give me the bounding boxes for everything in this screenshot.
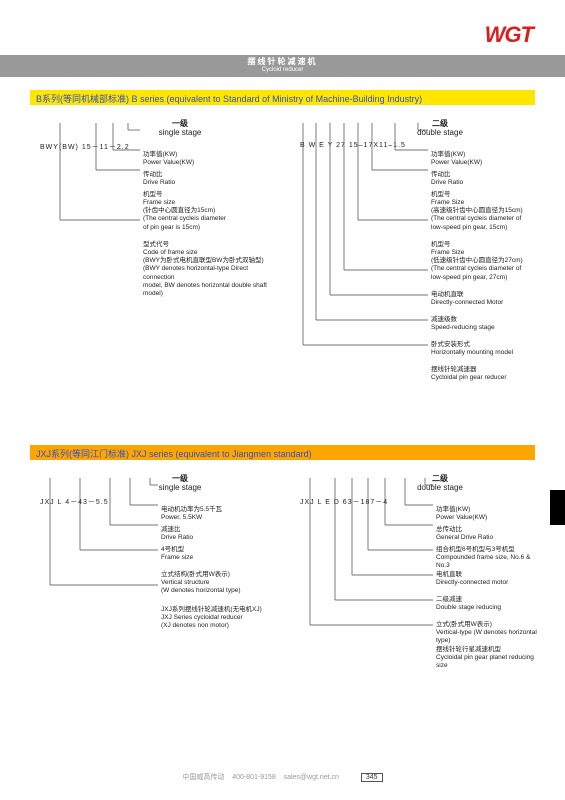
desc: 总传动比General Drive Ratio xyxy=(436,526,493,542)
desc: 卧式安装形式Horizontally mounting model xyxy=(431,341,513,357)
desc: 摆线针轮行星减速机型Cycloidal pin gear planet redu… xyxy=(436,646,540,670)
section-b: B系列(等同机械部标准) B series (equivalent to Sta… xyxy=(30,90,535,105)
desc: 摆线针轮减速器Cycloidal pin gear reducer xyxy=(431,366,507,382)
desc: 减速比Drive Ratio xyxy=(161,526,193,542)
footer-phone: 400-801-9158 xyxy=(232,774,276,781)
desc: 传动比Drive Ratio xyxy=(431,171,463,187)
desc: 型式代号Code of frame size(BWY为卧式电机直联型BW为卧式双… xyxy=(143,241,270,298)
jxj-single-diagram: 一级 single stage JXJ L 4－43－5.5 电动机功率为5.5… xyxy=(40,475,270,675)
desc: 功率值(KW)Power Value(KW) xyxy=(143,151,194,167)
desc: JXJ系列摆线针轮减速机(无电机XJ)JXJ Series cycloidal … xyxy=(161,606,262,630)
title-cn: 摆线针轮减速机 xyxy=(0,58,565,67)
desc: 二级减速Double stage reducing xyxy=(436,596,501,612)
desc: 功率值(KW)Power Value(KW) xyxy=(436,506,487,522)
desc: 机型号Frame Size(低速级针齿中心圆直径为27cm)(The centr… xyxy=(431,241,523,282)
footer-email: sales@wgt.net.cn xyxy=(284,774,339,781)
desc: 功率值(KW)Power Value(KW) xyxy=(431,151,482,167)
desc: 组合机型6号机型与3号机型Compounded frame size, No.6… xyxy=(436,546,540,570)
footer-company: 中国威高传动 xyxy=(182,774,224,781)
section-jxj-heading: JXJ系列(等同江门标准) JXJ series (equivalent to … xyxy=(30,445,535,460)
brand-logo: WGT xyxy=(485,22,533,48)
desc: 4号机型Frame size xyxy=(161,546,193,562)
desc: 立式(卧式用W表示)Vertical-type (W denotes horiz… xyxy=(436,621,540,645)
desc: 立式结构(卧式用W表示)Vertical structure(W denotes… xyxy=(161,571,240,595)
desc: 机型号Frame size(针齿中心圆直径为15cm)(The central … xyxy=(143,191,226,232)
desc: 传动比Drive Ratio xyxy=(143,171,175,187)
jxj-double-lines xyxy=(300,475,540,725)
desc: 电动机直联Directly-connected Motor xyxy=(431,291,503,307)
title-bar: 摆线针轮减速机 Cycloid reducer xyxy=(0,55,565,77)
title-en: Cycloid reducer xyxy=(0,67,565,74)
desc: 电机直联Directly-connected motor xyxy=(436,571,508,587)
b-single-diagram: 一级 single stage BWY(BW) 15－11－2.2 功率值(KW… xyxy=(40,120,270,320)
page-number: 345 xyxy=(361,773,383,782)
section-jxj: JXJ系列(等同江门标准) JXJ series (equivalent to … xyxy=(30,445,535,460)
jxj-double-diagram: 二级 double stage JXJ L E D 63－187－4 功率值(K… xyxy=(300,475,540,735)
b-double-diagram: 二级 double stage B W E Y 27 15–17X11–1.5 … xyxy=(300,120,540,420)
desc: 减速级数Speed-reducing stage xyxy=(431,316,495,332)
footer: 中国威高传动 400-801-9158 sales@wgt.net.cn 345 xyxy=(0,772,565,782)
desc: 电动机功率为5.5千瓦Power, 5.5KW xyxy=(161,506,222,522)
section-b-heading: B系列(等同机械部标准) B series (equivalent to Sta… xyxy=(30,90,535,105)
desc: 机型号Frame Size(高速级针齿中心圆直径为15cm)(The centr… xyxy=(431,191,523,232)
side-tab xyxy=(550,490,565,525)
